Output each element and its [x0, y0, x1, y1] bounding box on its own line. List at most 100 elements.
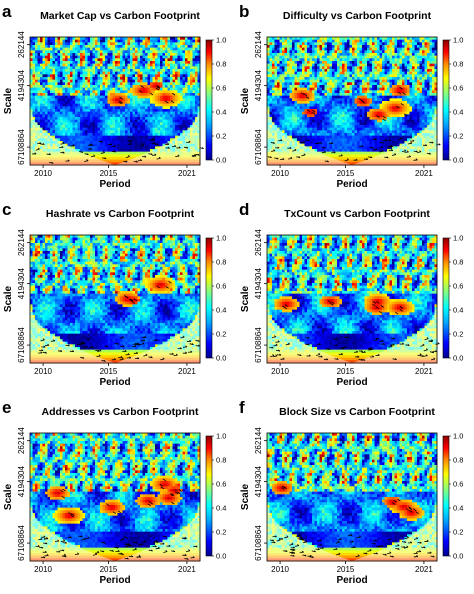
y-tick-label: 262144 — [17, 31, 26, 58]
plot-frame — [29, 36, 201, 166]
y-axis-label: Scale — [240, 483, 251, 510]
plot-frame — [29, 234, 201, 364]
y-tick-label: 262144 — [17, 427, 26, 454]
cone-of-influence — [30, 503, 200, 561]
x-tick-label: 2021 — [178, 367, 196, 376]
coherence-heatmap — [267, 37, 438, 166]
panel-letter: a — [2, 2, 12, 21]
x-tick-label: 2021 — [415, 565, 433, 574]
colorbar-tick-label: 0.0 — [453, 354, 463, 363]
x-axis-label: Period — [336, 179, 367, 190]
x-tick-label: 2021 — [415, 169, 433, 178]
x-tick-label: 2010 — [34, 169, 52, 178]
x-tick-label: 2015 — [100, 169, 118, 178]
y-tick-label: 67108864 — [17, 525, 26, 561]
y-tick-label: 4194304 — [17, 268, 26, 300]
x-tick-label: 2015 — [100, 565, 118, 574]
colorbar-tick-label: 0.8 — [216, 456, 226, 465]
colorbar — [205, 237, 213, 359]
y-tick-label: 67108864 — [254, 525, 263, 561]
colorbar-tick-label: 0.6 — [216, 282, 226, 291]
coherence-heatmap — [267, 235, 438, 364]
colorbar-tick-label: 0.8 — [453, 456, 463, 465]
panel-letter: f — [239, 398, 245, 417]
x-axis-label: Period — [99, 575, 130, 586]
plot-frame — [266, 36, 438, 166]
colorbar — [442, 39, 450, 161]
y-axis-label: Scale — [3, 285, 14, 312]
colorbar-tick-label: 0.6 — [216, 480, 226, 489]
y-tick-label: 67108864 — [254, 129, 263, 165]
colorbar-tick-label: 1.0 — [216, 234, 226, 243]
panel-letter: e — [2, 398, 11, 417]
colorbar-tick-label: 1.0 — [216, 36, 226, 45]
colorbar-tick-label: 0.0 — [216, 156, 226, 165]
x-tick-label: 2021 — [415, 367, 433, 376]
coherence-heatmap — [30, 433, 201, 562]
panel-b: b Difficulty vs Carbon Footprint 2010 2015 2… — [239, 2, 463, 190]
y-tick-label: 262144 — [254, 229, 263, 256]
colorbar-tick-label: 0.6 — [216, 84, 226, 93]
colorbar — [205, 39, 213, 161]
x-axis-label: Period — [336, 575, 367, 586]
panel-letter: d — [239, 200, 249, 219]
y-tick-label: 67108864 — [17, 327, 26, 363]
panel-title: Addresses vs Carbon Footprint — [42, 406, 199, 418]
panel-a: a Market Cap vs Carbon Footprint 2010 2015 2… — [2, 2, 226, 190]
x-tick-label: 2010 — [34, 367, 52, 376]
plot-frame — [29, 432, 201, 562]
colorbar-tick-label: 0.2 — [453, 528, 463, 537]
colorbar-tick-label: 0.2 — [216, 132, 226, 141]
y-tick-label: 4194304 — [17, 70, 26, 102]
colorbar-tick-label: 0.6 — [453, 282, 463, 291]
panel-letter: b — [239, 2, 249, 21]
x-axis-label: Period — [99, 179, 130, 190]
colorbar-tick-label: 0.0 — [453, 156, 463, 165]
panel-e: e Addresses vs Carbon Footprint 2010 2015 20… — [2, 398, 226, 586]
colorbar-tick-label: 0.8 — [216, 60, 226, 69]
colorbar-tick-label: 0.2 — [453, 330, 463, 339]
y-tick-label: 67108864 — [17, 129, 26, 165]
y-tick-label: 67108864 — [254, 327, 263, 363]
phase-arrows — [35, 478, 198, 560]
y-tick-label: 4194304 — [254, 70, 263, 102]
y-axis-label: Scale — [240, 87, 251, 114]
colorbar-tick-label: 0.2 — [453, 132, 463, 141]
phase-arrows — [269, 485, 435, 558]
plot-frame — [266, 234, 438, 364]
phase-arrows — [32, 85, 204, 164]
colorbar — [442, 237, 450, 359]
coherence-heatmap — [30, 37, 201, 166]
y-tick-label: 262144 — [17, 229, 26, 256]
panel-title: Block Size vs Carbon Footprint — [279, 406, 435, 418]
x-tick-label: 2010 — [271, 565, 289, 574]
x-tick-label: 2021 — [178, 565, 196, 574]
panel-f: f Block Size vs Carbon Footprint 2010 2015 2… — [239, 398, 463, 586]
colorbar-tick-label: 0.2 — [216, 330, 226, 339]
cone-of-influence — [30, 107, 200, 165]
colorbar-tick-label: 0.2 — [216, 528, 226, 537]
colorbar-tick-label: 0.8 — [216, 258, 226, 267]
panel-title: Hashrate vs Carbon Footprint — [46, 208, 195, 220]
x-tick-label: 2015 — [100, 367, 118, 376]
colorbar-tick-label: 0.4 — [453, 306, 463, 315]
colorbar-tick-label: 1.0 — [453, 234, 463, 243]
x-tick-label: 2010 — [271, 169, 289, 178]
panel-title: Market Cap vs Carbon Footprint — [40, 10, 200, 22]
coherence-heatmap — [30, 235, 201, 364]
y-axis-label: Scale — [240, 285, 251, 312]
y-tick-label: 4194304 — [254, 466, 263, 498]
x-tick-label: 2015 — [337, 367, 355, 376]
y-axis-label: Scale — [3, 483, 14, 510]
colorbar-tick-label: 1.0 — [216, 432, 226, 441]
colorbar-tick-label: 1.0 — [453, 432, 463, 441]
plot-frame — [266, 432, 438, 562]
y-tick-label: 4194304 — [17, 466, 26, 498]
colorbar-tick-label: 0.0 — [216, 354, 226, 363]
colorbar-tick-label: 0.6 — [453, 84, 463, 93]
x-tick-label: 2010 — [34, 565, 52, 574]
panel-title: Difficulty vs Carbon Footprint — [283, 10, 432, 22]
colorbar-tick-label: 0.0 — [453, 552, 463, 561]
x-axis-label: Period — [99, 377, 130, 388]
